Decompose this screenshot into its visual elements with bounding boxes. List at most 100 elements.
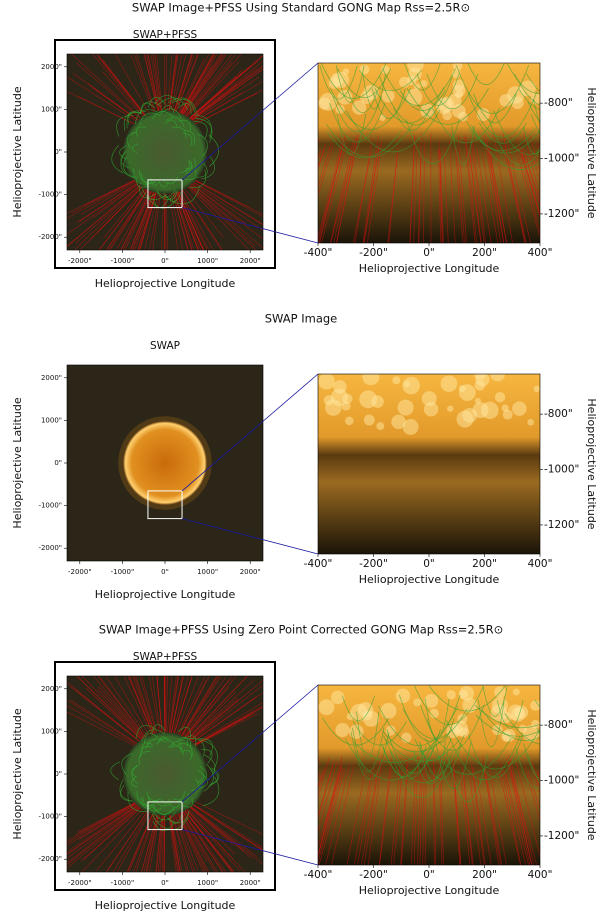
x-tick-label: 2000" xyxy=(240,568,261,576)
open-field-line xyxy=(362,135,379,243)
open-field-line xyxy=(318,767,344,864)
open-field-line xyxy=(75,62,144,122)
open-field-line xyxy=(67,699,141,747)
open-field-line xyxy=(79,180,141,222)
open-field-line xyxy=(503,768,526,865)
zoom-image xyxy=(318,374,540,554)
closed-field-line xyxy=(138,186,156,199)
y-axis-label: Helioprojective Latitude xyxy=(11,708,24,839)
bright-patch xyxy=(391,414,406,430)
closed-field-line xyxy=(356,711,380,760)
closed-field-line xyxy=(184,129,196,146)
bright-patch xyxy=(459,384,476,401)
x-tick-label: -200" xyxy=(359,247,388,259)
open-field-line xyxy=(180,186,223,250)
open-field-line xyxy=(165,676,169,737)
open-field-line xyxy=(520,151,540,216)
open-field-line xyxy=(471,764,485,865)
closed-field-line xyxy=(156,738,175,745)
open-field-line xyxy=(172,54,192,116)
closed-field-line xyxy=(414,685,484,725)
open-field-line xyxy=(163,811,165,872)
bright-patch xyxy=(424,694,439,708)
connector xyxy=(181,518,319,555)
closed-field-line xyxy=(121,752,133,775)
closed-field-line xyxy=(393,107,431,131)
open-field-line xyxy=(70,686,143,745)
closed-field-line xyxy=(158,736,169,743)
connector xyxy=(181,373,319,492)
closed-field-line xyxy=(153,807,175,816)
closed-field-line xyxy=(515,746,540,789)
open-field-line xyxy=(460,773,471,865)
closed-field-line xyxy=(352,721,407,746)
closed-field-line xyxy=(171,741,182,749)
closed-field-line xyxy=(488,119,540,166)
closed-field-line xyxy=(203,763,214,792)
open-field-line xyxy=(378,758,392,865)
closed-field-line xyxy=(163,190,178,200)
bright-patch xyxy=(512,401,527,416)
open-field-line xyxy=(141,810,159,872)
open-field-line xyxy=(83,178,139,206)
closed-field-line xyxy=(187,738,205,757)
closed-field-line xyxy=(168,744,182,753)
x-tick-label: -200" xyxy=(359,558,388,570)
closed-field-line xyxy=(362,73,386,110)
open-field-line xyxy=(190,714,250,748)
closed-field-line xyxy=(131,777,139,788)
open-field-line xyxy=(79,183,146,250)
open-field-line xyxy=(177,187,210,250)
open-field-line xyxy=(185,805,235,855)
closed-field-line xyxy=(185,157,196,174)
x-tick-label: -1000" xyxy=(111,257,135,265)
open-field-line xyxy=(186,679,263,744)
bright-patch xyxy=(462,407,478,423)
closed-field-line xyxy=(382,68,456,106)
open-field-line xyxy=(499,759,522,865)
open-field-line xyxy=(390,764,401,865)
open-field-line xyxy=(70,699,141,746)
open-field-line xyxy=(410,771,416,865)
open-field-line xyxy=(457,136,467,243)
closed-field-line xyxy=(523,743,540,780)
y-tick-label: 0" xyxy=(54,148,62,156)
open-field-line xyxy=(393,770,403,865)
open-field-line xyxy=(186,804,252,859)
x-tick-label: -2000" xyxy=(68,257,92,265)
open-field-line xyxy=(189,802,263,851)
x-tick-label: -2000" xyxy=(68,568,92,576)
open-field-line xyxy=(186,60,259,122)
open-field-line xyxy=(188,68,263,123)
open-field-line xyxy=(76,676,145,743)
open-field-line xyxy=(67,178,140,219)
closed-field-line xyxy=(358,69,422,92)
closed-field-line xyxy=(135,724,157,739)
y-tick-label: -1000" xyxy=(544,775,579,787)
bright-patch xyxy=(319,92,337,111)
y-axis-label: Helioprojective Latitude xyxy=(585,709,598,840)
open-field-line xyxy=(187,181,263,240)
closed-field-line xyxy=(144,733,158,743)
open-field-line xyxy=(161,189,165,250)
open-field-line xyxy=(179,54,222,118)
closed-field-line xyxy=(164,119,178,127)
open-field-line xyxy=(182,807,236,872)
open-field-line xyxy=(105,186,150,250)
closed-field-line xyxy=(399,694,461,742)
x-tick-label: 0" xyxy=(423,558,435,570)
open-field-line xyxy=(318,143,326,169)
bright-patch xyxy=(447,405,454,412)
bright-patch xyxy=(502,409,513,420)
bright-patch xyxy=(530,700,540,711)
open-field-line xyxy=(434,767,437,865)
closed-field-line xyxy=(506,63,540,94)
closed-field-line xyxy=(527,101,540,123)
open-field-line xyxy=(93,181,143,219)
closed-field-line xyxy=(332,96,382,133)
open-field-line xyxy=(171,810,189,872)
closed-field-line xyxy=(341,695,376,722)
row-title: SWAP Image+PFSS Using Zero Point Correct… xyxy=(99,623,504,637)
open-field-line xyxy=(511,774,537,865)
